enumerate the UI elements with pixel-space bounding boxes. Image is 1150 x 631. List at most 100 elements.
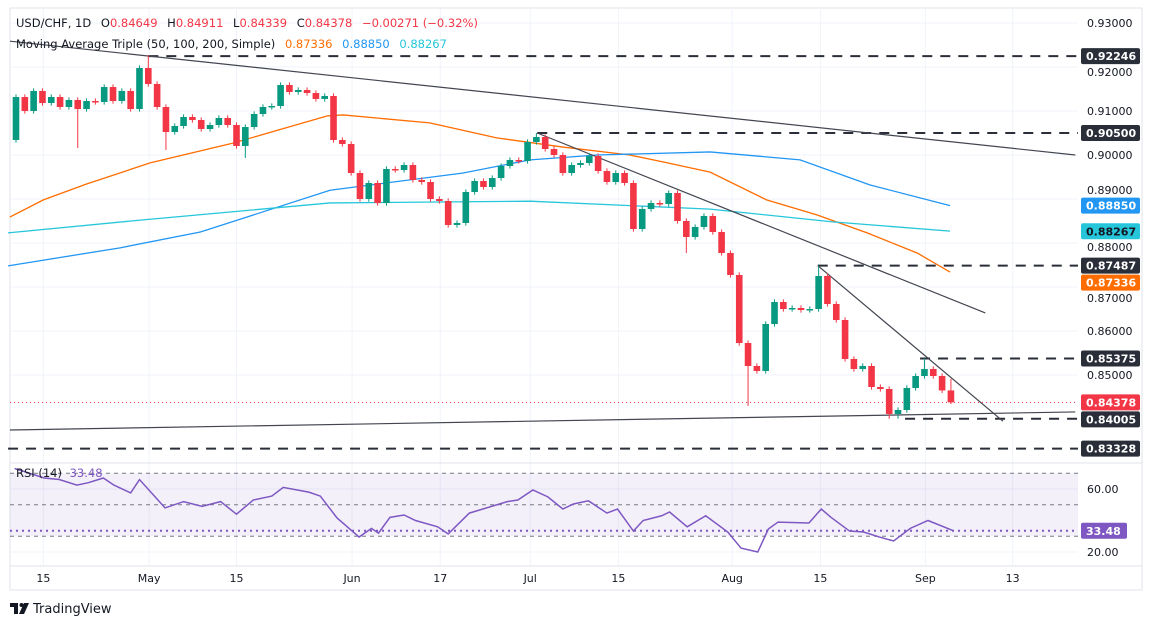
candle: [197, 117, 205, 132]
candle-body: [877, 387, 884, 389]
candle: [462, 189, 470, 226]
candle: [74, 97, 82, 149]
candle: [638, 206, 646, 232]
candle-body: [436, 199, 443, 201]
candle: [630, 180, 637, 232]
candle: [868, 363, 875, 390]
candle-body: [929, 369, 937, 377]
trendline[interactable]: [817, 265, 1004, 422]
candle-body: [312, 93, 320, 99]
candle: [374, 180, 381, 206]
candle: [568, 162, 575, 176]
candle: [771, 299, 778, 327]
level-badge-label: 0.85375: [1086, 353, 1136, 366]
candle-body: [39, 90, 46, 103]
candle-body: [100, 87, 108, 102]
candle-body: [286, 84, 293, 92]
candle-body: [339, 139, 346, 144]
symbol-label[interactable]: USD/CHF, 1D: [16, 16, 91, 30]
ma-badge-label: 0.88267: [1086, 225, 1136, 238]
candle-body: [568, 164, 575, 173]
rsi-line: [14, 467, 954, 553]
candle-body: [806, 309, 814, 311]
price-tick-label: 0.88000: [1087, 241, 1133, 254]
candle: [39, 88, 46, 106]
time-tick-label: 17: [433, 572, 447, 585]
candle: [559, 152, 567, 176]
tradingview-logo[interactable]: TradingView: [10, 602, 112, 617]
rsi-legend[interactable]: RSI (14) 33.48: [16, 466, 103, 480]
candle: [365, 180, 373, 202]
candle: [206, 122, 214, 132]
candle-body: [330, 95, 337, 140]
candle: [145, 54, 152, 87]
rsi-tick-label: 20.00: [1087, 546, 1119, 559]
level-badge: 0.90500: [1081, 125, 1140, 141]
candle-body: [197, 120, 205, 129]
candle-body: [294, 90, 302, 92]
candle-body: [171, 126, 179, 132]
chart-frame: [9, 7, 1143, 591]
time-tick-label: 15: [611, 572, 625, 585]
candle-body: [374, 182, 381, 204]
candle-body: [180, 116, 187, 127]
level-badge: 0.83328: [1081, 440, 1140, 457]
candle: [841, 317, 849, 362]
time-tick-label: 15: [36, 572, 50, 585]
legend-ma[interactable]: Moving Average Triple (50, 100, 200, Sim…: [16, 37, 447, 51]
candle-body: [912, 376, 919, 388]
candle: [162, 104, 170, 150]
price-badges: 0.92246 0.90500 0.88850 0.88267 0.87487 0.873…: [1081, 48, 1140, 539]
time-tick-label: May: [138, 572, 161, 585]
candle: [506, 157, 514, 169]
candle-body: [409, 164, 417, 180]
candle: [815, 265, 822, 312]
candle: [603, 168, 611, 185]
candle: [233, 122, 240, 149]
ma-badge: 0.87336: [1081, 274, 1140, 291]
trendline[interactable]: [9, 40, 1076, 156]
candle: [118, 88, 126, 104]
candle-body: [665, 193, 672, 205]
candle: [127, 88, 134, 112]
trendline[interactable]: [537, 132, 986, 314]
candle: [444, 198, 452, 228]
candle-body: [938, 376, 946, 391]
candle-body: [647, 203, 655, 209]
ma-badge: 0.88267: [1081, 223, 1140, 240]
candle: [471, 178, 478, 195]
time-axis[interactable]: 15 May 15 Jun 17 Jul 15 Aug 15 Sep 13: [36, 572, 1019, 585]
candle: [30, 88, 37, 114]
rsi-series: [10, 467, 1078, 553]
candle-body: [674, 193, 681, 221]
candle-body: [471, 181, 478, 193]
candle: [762, 321, 769, 374]
level-badge-bg: [1081, 350, 1140, 367]
ma50-value: 0.87336: [285, 37, 333, 51]
candle: [330, 93, 337, 143]
candle: [356, 170, 364, 202]
candle-body: [771, 302, 778, 325]
candle-body: [224, 117, 231, 125]
candle-body: [162, 106, 170, 132]
candle-body: [383, 168, 390, 204]
candle-body: [497, 166, 505, 179]
candle: [877, 384, 884, 392]
level-badge-label: 0.92246: [1086, 50, 1136, 63]
candle-body: [277, 84, 284, 106]
candle: [400, 162, 408, 173]
level-badge-bg: [1081, 411, 1140, 428]
candle-body: [533, 137, 540, 143]
candle-body: [427, 182, 434, 199]
candle: [621, 170, 628, 186]
candle-body: [418, 179, 426, 183]
ma-badge-bg: [1081, 274, 1140, 291]
candle-body: [65, 100, 73, 107]
rsi-legend-value: 33.48: [70, 466, 103, 480]
candle: [277, 82, 284, 109]
level-badge-bg: [1081, 440, 1140, 457]
time-tick-label: Jun: [342, 572, 360, 585]
price-axis[interactable]: 0.93000 0.92000 0.91000 0.90000 0.89000 0.880…: [1087, 17, 1133, 559]
candle-body: [947, 390, 955, 403]
